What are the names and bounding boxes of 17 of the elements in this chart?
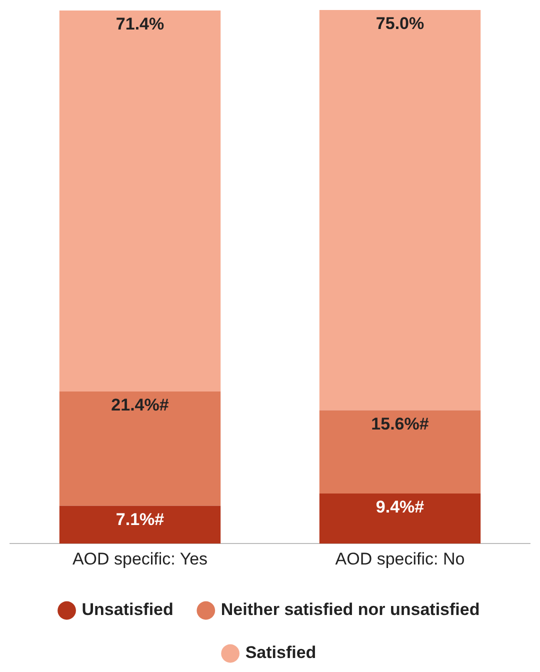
data-label: 71.4% bbox=[116, 14, 164, 34]
legend-label: Satisfied bbox=[245, 643, 316, 662]
data-label: 9.4%# bbox=[376, 498, 425, 517]
bar bbox=[319, 493, 481, 544]
legend-label: Unsatisfied bbox=[82, 600, 174, 620]
bar bbox=[59, 506, 221, 544]
data-label: 75.0% bbox=[376, 14, 424, 34]
bar bbox=[319, 10, 481, 410]
data-label: 7.1%# bbox=[116, 510, 165, 529]
bar bbox=[319, 410, 481, 494]
legend-label: Neither satisfied nor unsatisfied bbox=[220, 600, 480, 620]
bar bbox=[59, 392, 221, 506]
data-label: 21.4%# bbox=[111, 396, 170, 415]
data-label: 15.6%# bbox=[371, 414, 430, 434]
bar bbox=[59, 10, 221, 392]
x-tick-label: AOD specific: No bbox=[335, 549, 465, 568]
x-tick-label: AOD specific: Yes bbox=[72, 549, 208, 568]
